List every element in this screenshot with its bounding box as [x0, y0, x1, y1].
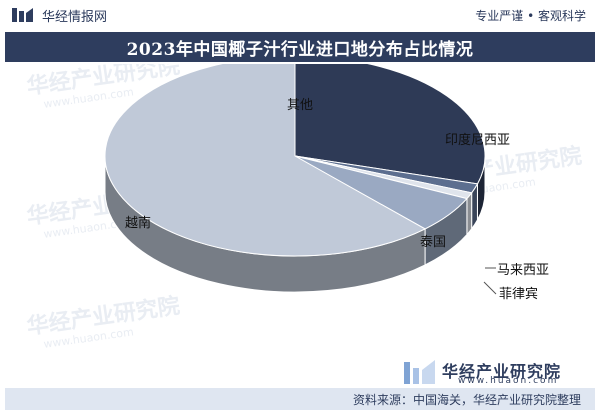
data-source: 资料来源：中国海关，华经产业研究院整理 [352, 393, 581, 407]
pie-label-菲律宾: 菲律宾 [499, 286, 538, 302]
pie-top-layer [104, 64, 486, 257]
title-bar: 2023年中国椰子汁行业进口地分布占比情况 [5, 32, 595, 62]
pie-label-马来西亚: 马来西亚 [497, 263, 549, 278]
brand: 华经情报网 [12, 6, 107, 25]
pie-slice-印度尼西亚 [294, 64, 486, 185]
pie-label-越南: 越南 [125, 215, 151, 231]
pie-side-菲律宾 [466, 191, 473, 236]
top-bar: 华经情报网 专业严谨 • 客观科学 [0, 0, 600, 30]
brand-name: 华经情报网 [42, 9, 108, 25]
tagline: 专业严谨 • 客观科学 [475, 8, 586, 23]
pie-leader-菲律宾 [483, 281, 497, 295]
pie-label-泰国: 泰国 [420, 235, 446, 250]
pie-slice-越南 [104, 64, 427, 257]
footer-brand: 华经产业研究院 [442, 362, 562, 381]
chart-title: 2023年中国椰子汁行业进口地分布占比情况 [126, 39, 474, 60]
footer-url: www.huaon.com [458, 376, 559, 386]
huajing-logo-icon [12, 8, 33, 22]
pie-label-其他: 其他 [287, 98, 313, 113]
huajing-footer-logo-icon [404, 360, 435, 384]
pie-label-印度尼西亚: 印度尼西亚 [445, 132, 510, 148]
source-bar: 资料来源：中国海关，华经产业研究院整理 [5, 388, 595, 410]
pie-chart: 华经产业研究院www.huaon.com华经产业研究院www.huaon.com… [25, 64, 583, 351]
